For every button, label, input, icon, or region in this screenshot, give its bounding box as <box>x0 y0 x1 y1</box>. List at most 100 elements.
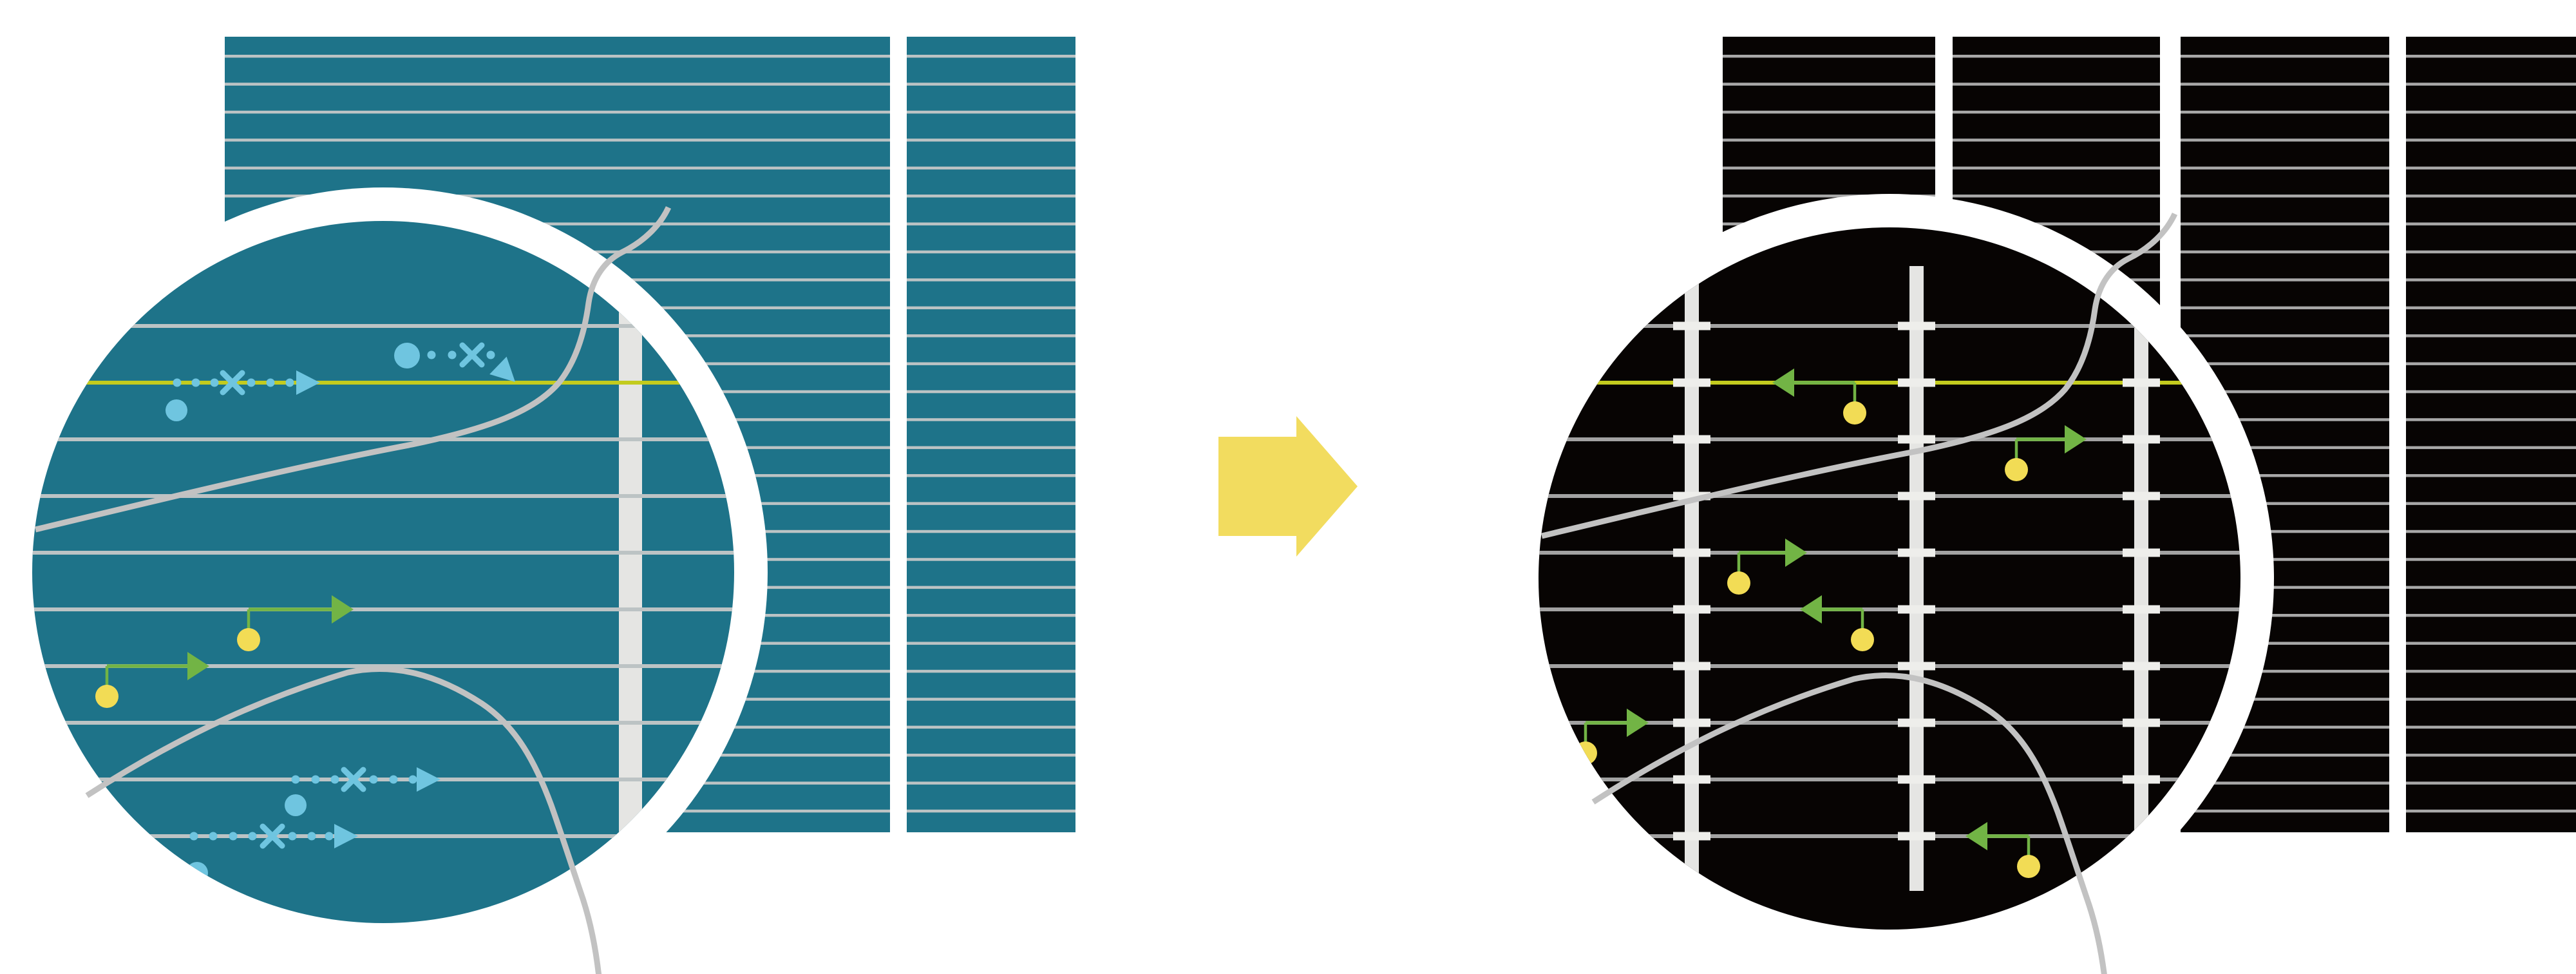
finger-line <box>2406 809 2576 813</box>
solder-pad <box>1898 492 1935 501</box>
recombination-arrow-head <box>334 824 358 848</box>
finger-line <box>1953 55 2160 58</box>
carrier-dot-large <box>394 343 420 368</box>
solder-pad <box>1898 548 1935 557</box>
inset-finger-line <box>32 778 734 781</box>
magnifier-content <box>1539 266 2240 891</box>
dislocation-dot <box>1843 401 1866 425</box>
carrier-dot <box>330 775 339 784</box>
finger-line <box>2406 306 2576 310</box>
carrier-dot <box>486 350 495 359</box>
recombination-x-mark <box>260 823 285 849</box>
finger-line <box>907 642 1075 645</box>
cell-column <box>2406 37 2576 832</box>
carrier-dot-large <box>166 399 187 421</box>
finger-line <box>2406 55 2576 58</box>
finger-line <box>2406 614 2576 617</box>
solder-pad <box>1898 378 1935 387</box>
carrier-dot <box>311 775 320 784</box>
finger-line <box>1953 166 2160 170</box>
finger-line <box>2406 586 2576 589</box>
recombination-x-mark <box>459 342 485 368</box>
finger-line <box>907 669 1075 673</box>
carrier-dot <box>209 832 218 841</box>
grain-boundary-curve-upper <box>1540 213 2178 539</box>
carrier-dot <box>173 378 182 387</box>
finger-line <box>2181 138 2389 142</box>
collection-arrow <box>2005 425 2087 481</box>
collection-arrow <box>1772 368 1866 425</box>
collection-arrow-head <box>1800 595 1822 624</box>
finger-line <box>2181 558 2389 561</box>
grain-boundaries <box>34 206 672 974</box>
finger-line <box>2181 614 2389 617</box>
finger-line <box>907 614 1075 617</box>
finger-line <box>2181 82 2389 86</box>
recombination-arrow-head <box>417 767 440 792</box>
finger-line <box>907 278 1075 282</box>
solder-pad <box>1673 775 1710 784</box>
finger-line <box>2406 195 2576 198</box>
finger-line <box>2181 195 2389 198</box>
carrier-dot <box>389 775 398 784</box>
inset-finger-line <box>32 324 734 328</box>
solder-pad <box>2123 775 2160 784</box>
solder-pad <box>2123 662 2160 671</box>
inset-finger-line <box>32 437 734 441</box>
finger-line <box>1953 110 2160 114</box>
collection-arrow-head <box>1785 539 1807 567</box>
finger-line <box>225 166 890 170</box>
collection-arrow <box>1727 539 1807 595</box>
finger-line <box>2181 110 2389 114</box>
carrier-dot <box>247 378 256 387</box>
solder-pad <box>1673 548 1710 557</box>
solder-pad <box>1673 662 1710 671</box>
finger-line <box>2181 642 2389 645</box>
solder-pad <box>1898 435 1935 444</box>
finger-line <box>907 725 1075 729</box>
right-magnifier-inset <box>1505 194 2274 974</box>
finger-line <box>907 530 1075 533</box>
busbar <box>1909 266 1924 891</box>
finger-line <box>2406 754 2576 757</box>
finger-line <box>907 474 1075 477</box>
solder-pad <box>1673 321 1710 330</box>
finger-line <box>2406 418 2576 421</box>
finger-line <box>2406 250 2576 254</box>
solder-pad <box>2123 718 2160 727</box>
finger-line <box>907 586 1075 589</box>
grain-boundaries <box>1540 213 2178 974</box>
finger-line <box>2181 55 2389 58</box>
finger-line <box>907 250 1075 254</box>
finger-line <box>2406 222 2576 225</box>
collection-arrow-head <box>1965 822 1987 850</box>
left-magnifier-inset <box>0 187 768 974</box>
finger-line <box>2181 809 2389 813</box>
finger-line <box>907 110 1075 114</box>
finger-line <box>1723 82 1935 86</box>
finger-line <box>2181 250 2389 254</box>
finger-line <box>225 55 890 58</box>
finger-line <box>2406 781 2576 785</box>
solder-pad <box>2123 378 2160 387</box>
finger-line <box>2406 390 2576 394</box>
finger-line <box>2181 474 2389 477</box>
recombination-arrow-head <box>296 370 320 395</box>
carrier-dot <box>427 350 436 359</box>
finger-line <box>1723 195 1935 198</box>
finger-line <box>907 390 1075 394</box>
finger-line <box>907 809 1075 813</box>
dislocation-dot <box>95 685 118 708</box>
finger-line <box>2406 530 2576 533</box>
highlighted-finger-line <box>1539 381 2240 385</box>
inset-finger-line <box>1539 778 2240 781</box>
finger-line <box>907 166 1075 170</box>
finger-line <box>2181 725 2389 729</box>
inset-finger-line <box>1539 664 2240 668</box>
finger-line <box>225 110 890 114</box>
finger-line <box>1723 138 1935 142</box>
inset-finger-line <box>32 551 734 555</box>
finger-line <box>1723 166 1935 170</box>
finger-line <box>2406 166 2576 170</box>
